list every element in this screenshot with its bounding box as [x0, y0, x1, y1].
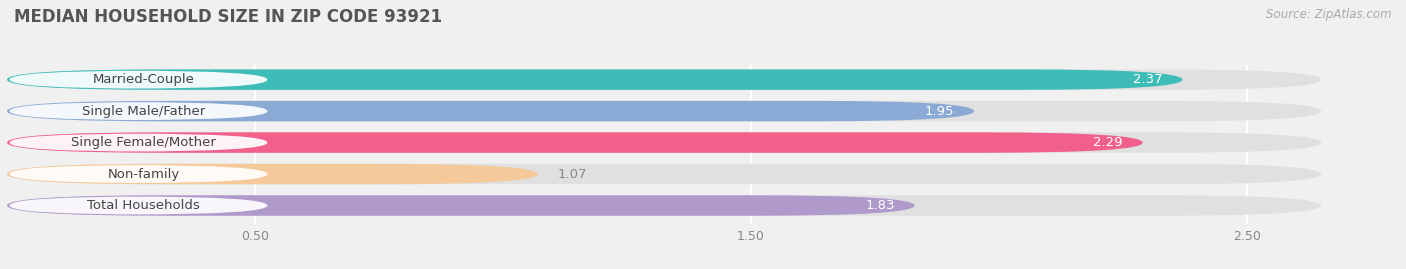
Text: 2.37: 2.37 — [1133, 73, 1163, 86]
FancyBboxPatch shape — [7, 132, 1143, 153]
FancyBboxPatch shape — [10, 165, 267, 183]
FancyBboxPatch shape — [10, 71, 267, 89]
FancyBboxPatch shape — [7, 101, 974, 121]
FancyBboxPatch shape — [10, 197, 267, 214]
FancyBboxPatch shape — [10, 134, 267, 151]
Text: Married-Couple: Married-Couple — [93, 73, 194, 86]
FancyBboxPatch shape — [7, 195, 1322, 216]
Text: Single Female/Mother: Single Female/Mother — [70, 136, 217, 149]
FancyBboxPatch shape — [7, 69, 1182, 90]
FancyBboxPatch shape — [10, 102, 267, 120]
Text: 1.83: 1.83 — [865, 199, 894, 212]
Text: Source: ZipAtlas.com: Source: ZipAtlas.com — [1267, 8, 1392, 21]
FancyBboxPatch shape — [7, 101, 1322, 121]
FancyBboxPatch shape — [7, 164, 1322, 184]
Text: MEDIAN HOUSEHOLD SIZE IN ZIP CODE 93921: MEDIAN HOUSEHOLD SIZE IN ZIP CODE 93921 — [14, 8, 441, 26]
FancyBboxPatch shape — [7, 164, 537, 184]
FancyBboxPatch shape — [7, 195, 914, 216]
FancyBboxPatch shape — [7, 69, 1322, 90]
Text: 2.29: 2.29 — [1094, 136, 1123, 149]
Text: 1.07: 1.07 — [558, 168, 588, 180]
Text: Non-family: Non-family — [107, 168, 180, 180]
Text: 1.95: 1.95 — [925, 105, 955, 118]
FancyBboxPatch shape — [7, 132, 1322, 153]
Text: Total Households: Total Households — [87, 199, 200, 212]
Text: Single Male/Father: Single Male/Father — [82, 105, 205, 118]
